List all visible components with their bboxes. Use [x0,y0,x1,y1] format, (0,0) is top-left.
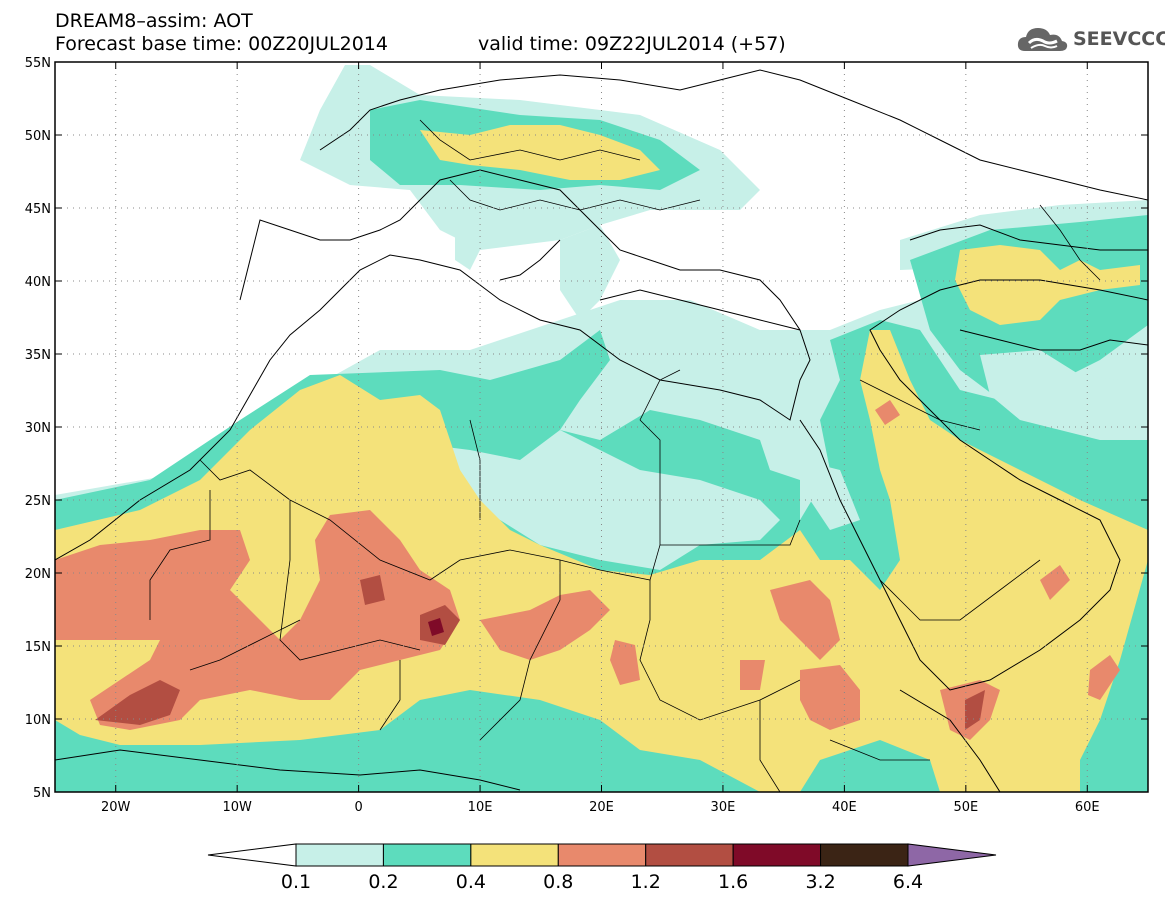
y-tick-label: 15N [25,640,51,655]
colorbar-label: 0.4 [456,871,486,893]
colorbar-swatch [470,843,559,867]
country-borders [149,119,1101,792]
colorbar-label: 1.2 [631,871,661,893]
y-tick-label: 10N [25,713,51,728]
x-tick-label: 10W [222,800,252,815]
colorbar: 0.1 0.2 0.4 0.8 1.2 1.6 3.2 6.4 [207,843,997,893]
x-tick-label: 20W [101,800,131,815]
colorbar-label: 0.8 [543,871,573,893]
colorbar-swatch [732,843,822,867]
colorbar-over-triangle [907,843,997,867]
y-tick-label: 50N [25,129,51,144]
colorbar-label: 0.1 [281,871,311,893]
logo-text: SEEVCCC [1073,28,1165,50]
colorbar-label: 3.2 [805,871,835,893]
x-tick-label: 0 [354,800,362,815]
valid-time: valid time: 09Z22JUL2014 (+57) [478,33,786,55]
y-axis-ticks: 55N 50N 45N 40N 35N 30N 25N 20N 15N 10N 5N [25,56,1148,801]
y-tick-label: 30N [25,421,51,436]
coastlines [55,69,1148,792]
x-tick-label: 50E [953,800,978,815]
colorbar-label: 0.2 [368,871,398,893]
forecast-base-time: Forecast base time: 00Z20JUL2014 [55,33,388,55]
x-axis-ticks: 20W 10W 0 10E 20E 30E 40E 50E 60E [101,62,1100,815]
colorbar-swatch [295,843,384,867]
x-tick-label: 60E [1075,800,1100,815]
colorbar-swatch [382,843,472,867]
y-tick-label: 20N [25,567,51,582]
y-tick-label: 25N [25,494,51,509]
colorbar-label: 1.6 [718,871,748,893]
x-tick-label: 40E [832,800,857,815]
aot-field [55,65,1148,792]
x-tick-label: 10E [468,800,493,815]
y-tick-label: 35N [25,348,51,363]
x-tick-label: 20E [589,800,614,815]
y-tick-label: 40N [25,275,51,290]
colorbar-swatch [557,843,647,867]
colorbar-swatch [820,843,909,867]
colorbar-under-triangle [207,843,297,867]
y-tick-label: 5N [33,786,51,801]
y-tick-label: 45N [25,202,51,217]
seevccc-logo: SEEVCCC [1015,22,1165,56]
chart-title: DREAM8–assim: AOT [55,10,253,32]
x-tick-label: 30E [711,800,736,815]
colorbar-label: 6.4 [893,871,923,893]
y-tick-label: 55N [25,56,51,71]
colorbar-swatch [645,843,734,867]
aot-band-1.2 [95,575,985,730]
aot-band-1.6 [428,618,444,636]
cloud-icon [1017,28,1068,51]
